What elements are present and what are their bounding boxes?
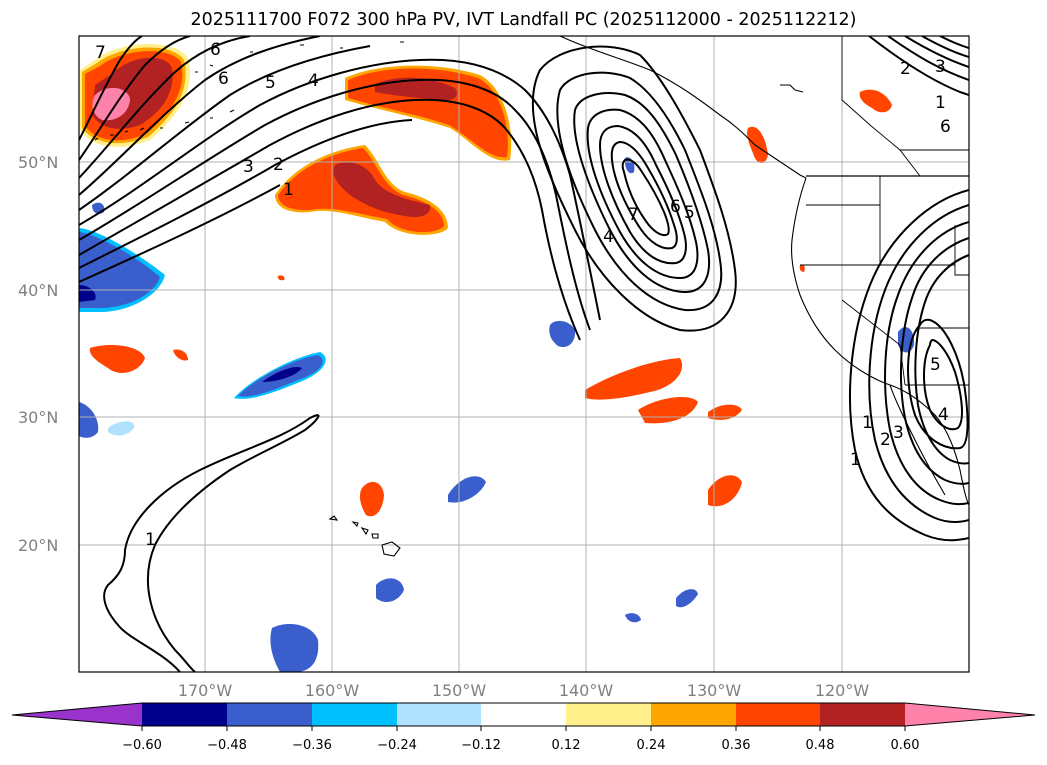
longitude-labels: 170°W 160°W 150°W 140°W 130°W 120°W (178, 681, 870, 700)
coastlines (94, 36, 969, 557)
contour-label: 2 (900, 59, 911, 79)
lat-label: 30°N (18, 408, 58, 427)
contour-label: 1 (283, 180, 294, 200)
map-frame (78, 35, 970, 673)
lat-label: 50°N (18, 153, 58, 172)
colorbar-segment (651, 703, 736, 726)
positive-anomaly-32n-c (708, 404, 742, 420)
lon-label: 120°W (815, 681, 870, 700)
colorbar-tick: 0.48 (806, 738, 835, 753)
positive-anomaly-47n (275, 145, 448, 235)
colorbar-segment (227, 703, 312, 726)
lon-label: 140°W (559, 681, 614, 700)
contour-label: 1 (862, 413, 873, 433)
lat-label: 40°N (18, 281, 58, 300)
latitude-labels: 50°N 40°N 30°N 20°N (18, 153, 58, 555)
lon-label: 150°W (432, 681, 487, 700)
lat-label: 20°N (18, 536, 58, 555)
colorbar: −0.60 −0.48 −0.36 −0.24 −0.12 0.12 0.24 … (11, 702, 1036, 753)
negative-anomaly-13n (270, 624, 319, 672)
contour-label: 5 (930, 355, 941, 375)
contour-label: 5 (265, 73, 276, 93)
contour-label: 7 (628, 205, 639, 225)
contour-label: 3 (243, 157, 254, 177)
contour-label: 1 (145, 530, 156, 550)
contour-labels: 7 6 6 5 4 3 2 1 7 6 5 4 3 2 1 6 5 4 3 2 … (95, 40, 951, 550)
colorbar-segment (142, 703, 227, 726)
positive-anomaly-bc (859, 89, 892, 113)
contour-label: 6 (940, 117, 951, 137)
positive-anomaly-vancouver (747, 126, 768, 164)
colorbar-tick: 0.36 (722, 738, 751, 753)
contour-label: 6 (210, 40, 221, 60)
colorbar-tick: −0.48 (207, 738, 247, 753)
positive-anomaly-25n (708, 475, 742, 507)
ivt-contours (79, 36, 969, 672)
negative-anomaly-34n (234, 352, 326, 399)
colorbar-segment (312, 703, 397, 726)
positive-anomaly-nw-pacific (80, 43, 191, 147)
contour-label: 1 (850, 450, 861, 470)
lon-label: 160°W (305, 681, 360, 700)
colorbar-segment (820, 703, 905, 726)
colorbar-tick: 0.60 (891, 738, 920, 753)
colorbar-segment (566, 703, 651, 726)
negative-anomaly-30n (79, 402, 99, 438)
colorbar-tick: −0.36 (292, 738, 332, 753)
contour-label: 2 (880, 430, 891, 450)
colorbar-extend-low (12, 703, 142, 726)
positive-anomaly-coast (799, 264, 805, 272)
lon-label: 170°W (178, 681, 233, 700)
positive-anomaly-32n-b (638, 396, 698, 424)
negative-anomaly-30n-b (108, 421, 135, 436)
contour-label: 4 (938, 405, 949, 425)
negative-anomaly-14n (625, 613, 641, 623)
colorbar-segment (397, 703, 481, 726)
contour-label: 3 (893, 423, 904, 443)
contour-label: 4 (603, 227, 614, 247)
colorbar-tick: −0.60 (122, 738, 162, 753)
colorbar-segment (736, 703, 820, 726)
positive-anomaly-jet-band (345, 65, 512, 161)
contour-label: 6 (218, 69, 229, 89)
graticule (79, 36, 969, 672)
colorbar-extend-high (905, 703, 1035, 726)
positive-anomaly-36n-b (173, 349, 188, 361)
contour-label: 4 (308, 71, 319, 91)
contour-label: 6 (670, 197, 681, 217)
colorbar-tick: 0.12 (552, 738, 581, 753)
map-title: 2025111700 F072 300 hPa PV, IVT Landfall… (190, 10, 857, 30)
negative-anomaly-small-a (92, 202, 105, 214)
colorbar-tick: −0.12 (461, 738, 501, 753)
colorbar-tick: 0.24 (637, 738, 666, 753)
contour-label: 3 (935, 57, 946, 77)
contour-label: 2 (273, 155, 284, 175)
positive-anomaly-tiny (277, 275, 285, 281)
positive-anomaly-36n-a (89, 345, 145, 373)
negative-anomaly-16n (676, 589, 698, 608)
negative-anomaly-west (79, 228, 165, 312)
negative-anomaly-24n (448, 476, 486, 503)
contour-label: 5 (684, 203, 695, 223)
contour-label: 1 (935, 93, 946, 113)
lon-label: 130°W (687, 681, 742, 700)
colorbar-segment (481, 703, 566, 726)
pv-fill-layer (79, 43, 915, 672)
positive-anomaly-hawaii (359, 481, 384, 517)
positive-anomaly-32n-a (585, 358, 683, 400)
negative-anomaly-18n (376, 578, 404, 602)
contour-label: 7 (95, 43, 106, 63)
colorbar-tick: −0.24 (377, 738, 417, 753)
negative-anomaly-37n (549, 320, 576, 348)
